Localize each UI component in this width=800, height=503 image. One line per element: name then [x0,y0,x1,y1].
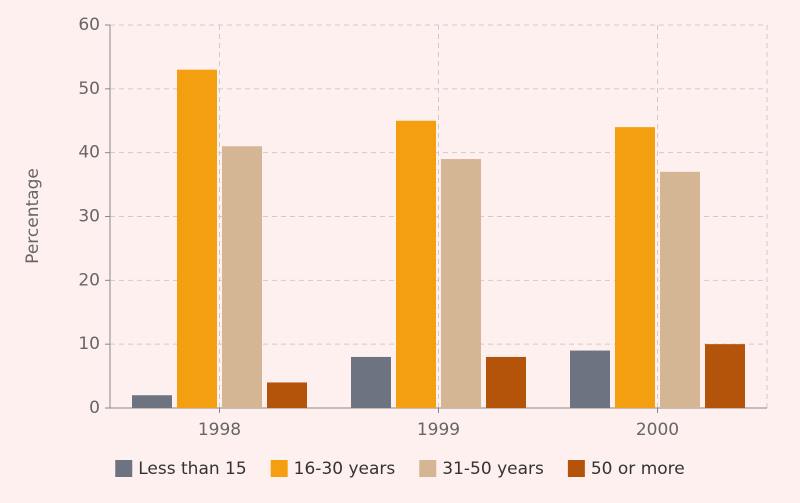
legend-label: Less than 15 [138,459,246,479]
y-tick-label: 20 [78,270,100,290]
y-tick-label: 30 [78,207,100,227]
legend-swatch [115,460,133,477]
bar [351,356,391,408]
bar [705,344,745,408]
y-tick-label: 40 [78,143,100,163]
bar [660,171,700,408]
bar [132,395,172,408]
legend-swatch [419,460,437,477]
legend-swatch [567,460,585,477]
y-tick-label: 0 [89,398,100,418]
bar [267,382,307,408]
legend-label: 16-30 years [294,459,396,479]
bar [177,69,217,408]
y-axis-label: Percentage [23,168,43,264]
legend-label: 31-50 years [442,459,544,479]
bar [222,146,262,409]
x-tick-label: 1999 [417,420,460,440]
bar [396,120,436,408]
bar [486,356,526,408]
x-tick-label: 1998 [198,420,241,440]
y-tick-label: 10 [78,334,100,354]
legend-swatch [270,460,288,477]
legend: Less than 15 16-30 years 31-50 years 50 or … [115,459,685,479]
y-tick-label: 50 [78,79,100,99]
bar [441,159,481,408]
legend-label: 50 or more [591,459,685,479]
y-tick-label: 60 [78,15,100,35]
x-tick-label: 2000 [636,420,679,440]
bar [615,127,655,408]
bar [570,350,610,408]
